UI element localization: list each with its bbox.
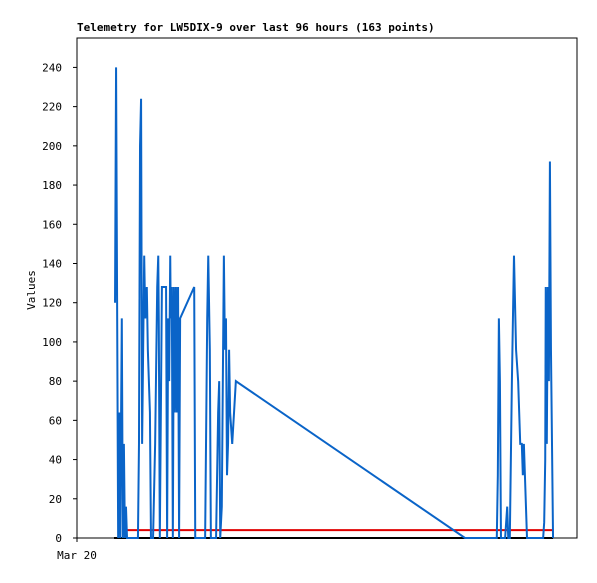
y-tick-label: 120	[42, 297, 62, 310]
x-tick-label: Mar 20	[57, 549, 97, 562]
y-tick-label: 100	[42, 336, 62, 349]
y-tick-label: 200	[42, 140, 62, 153]
y-tick-label: 40	[49, 454, 62, 467]
y-tick-label: 60	[49, 414, 62, 427]
chart-title: Telemetry for LW5DIX-9 over last 96 hour…	[77, 21, 435, 34]
y-tick-label: 220	[42, 101, 62, 114]
y-axis-label: Values	[25, 270, 38, 310]
y-tick-label: 180	[42, 179, 62, 192]
series-line	[114, 67, 555, 539]
y-tick-label: 20	[49, 493, 62, 506]
y-tick-label: 0	[55, 532, 62, 545]
y-tick-label: 160	[42, 218, 62, 231]
y-tick-label: 140	[42, 257, 62, 270]
y-tick-label: 240	[42, 61, 62, 74]
y-tick-label: 80	[49, 375, 62, 388]
